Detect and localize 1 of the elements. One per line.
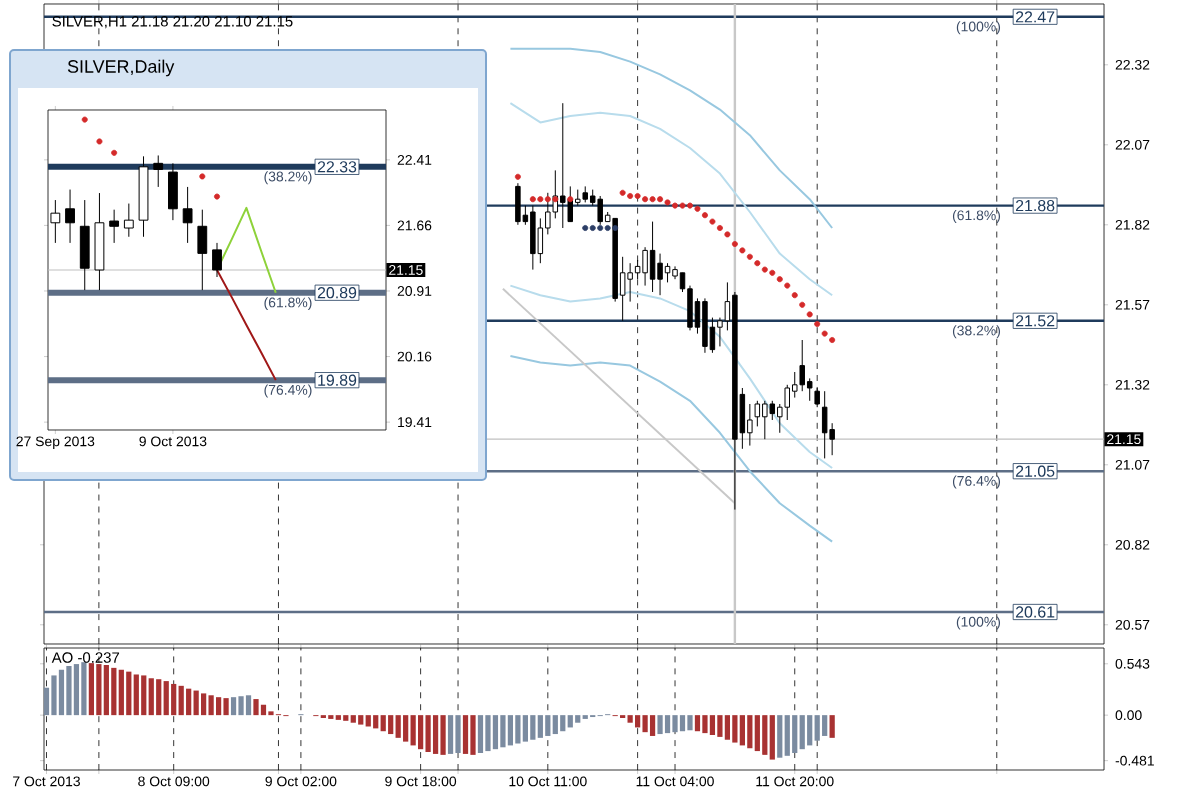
chart-title: SILVER,Daily <box>67 59 175 77</box>
